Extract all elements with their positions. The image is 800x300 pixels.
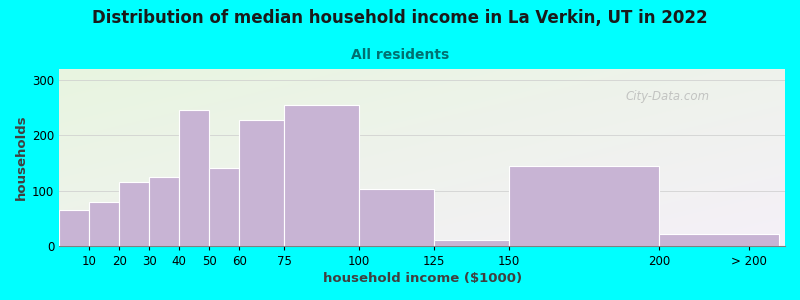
Bar xyxy=(434,240,509,246)
Text: All residents: All residents xyxy=(351,48,449,62)
Bar xyxy=(59,210,90,246)
Text: City-Data.com: City-Data.com xyxy=(626,90,710,103)
Bar xyxy=(90,202,119,246)
Text: Distribution of median household income in La Verkin, UT in 2022: Distribution of median household income … xyxy=(92,9,708,27)
Bar xyxy=(509,166,659,246)
Bar xyxy=(359,189,434,246)
Bar xyxy=(179,110,210,246)
Bar xyxy=(239,120,284,246)
X-axis label: household income ($1000): household income ($1000) xyxy=(322,272,522,285)
Bar xyxy=(284,105,359,246)
Bar xyxy=(659,234,779,246)
Bar xyxy=(150,177,179,246)
Bar xyxy=(119,182,150,246)
Y-axis label: households: households xyxy=(15,115,28,200)
Bar xyxy=(210,169,239,246)
